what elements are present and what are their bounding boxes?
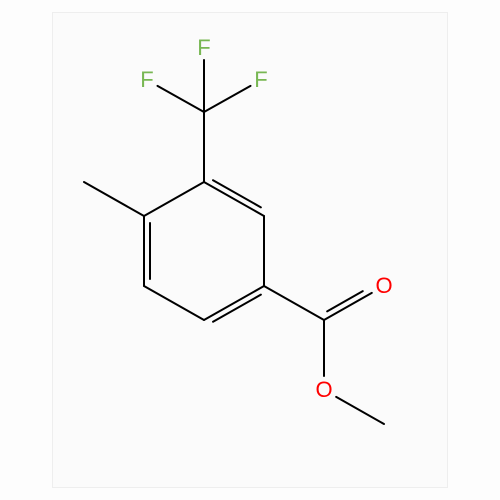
- bond-line: [264, 286, 324, 320]
- bond-line: [204, 86, 251, 112]
- bond-line: [144, 182, 204, 216]
- bond-line: [213, 295, 261, 322]
- atom-label-o: O: [375, 275, 392, 297]
- bond-line: [84, 182, 144, 216]
- atom-label-f: F: [197, 37, 210, 59]
- atom-label-f: F: [254, 69, 267, 91]
- atom-label-f: F: [140, 69, 153, 91]
- bond-line: [157, 86, 204, 112]
- molecule-canvas: F F F O O: [0, 0, 500, 500]
- bond-line: [336, 397, 384, 424]
- bond-line: [204, 182, 264, 216]
- bond-line: [144, 286, 204, 320]
- bond-line: [204, 286, 264, 320]
- atom-label-o: O: [315, 379, 332, 401]
- bond-line: [324, 293, 372, 320]
- bond-line: [213, 180, 261, 207]
- bonds-layer: [0, 0, 500, 500]
